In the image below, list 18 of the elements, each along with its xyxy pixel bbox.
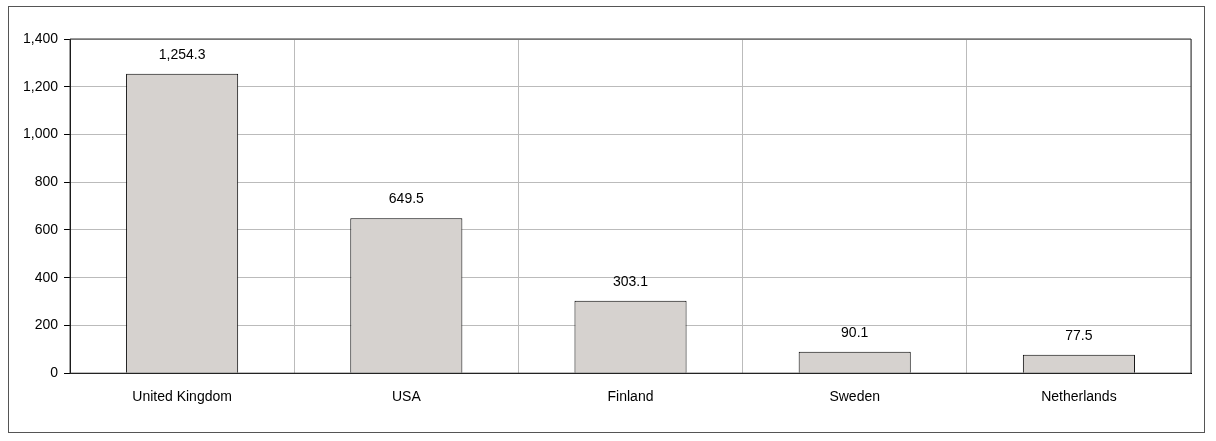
- x-tick-label: Netherlands: [1041, 388, 1117, 405]
- y-tick-label: 1,000: [22, 125, 59, 142]
- x-tick-label: USA: [391, 388, 422, 405]
- y-tick-label: 600: [34, 220, 59, 237]
- y-tick-label: 800: [34, 173, 59, 190]
- data-label: 90.1: [841, 323, 869, 340]
- y-tick-label: 0: [50, 364, 59, 381]
- data-label: 1,254.3: [158, 45, 206, 62]
- y-tick-label: 1,400: [22, 29, 59, 46]
- data-label: 77.5: [1065, 326, 1093, 343]
- x-tick-label: United Kingdom: [132, 388, 232, 405]
- y-tick-label: 400: [34, 268, 59, 285]
- x-tick-label: Sweden: [829, 388, 881, 405]
- x-tick-label: Finland: [607, 388, 654, 405]
- y-tick-label: 200: [34, 316, 59, 333]
- y-tick-label: 1,200: [22, 77, 59, 94]
- data-label: 649.5: [388, 190, 425, 207]
- data-label: 303.1: [612, 272, 649, 289]
